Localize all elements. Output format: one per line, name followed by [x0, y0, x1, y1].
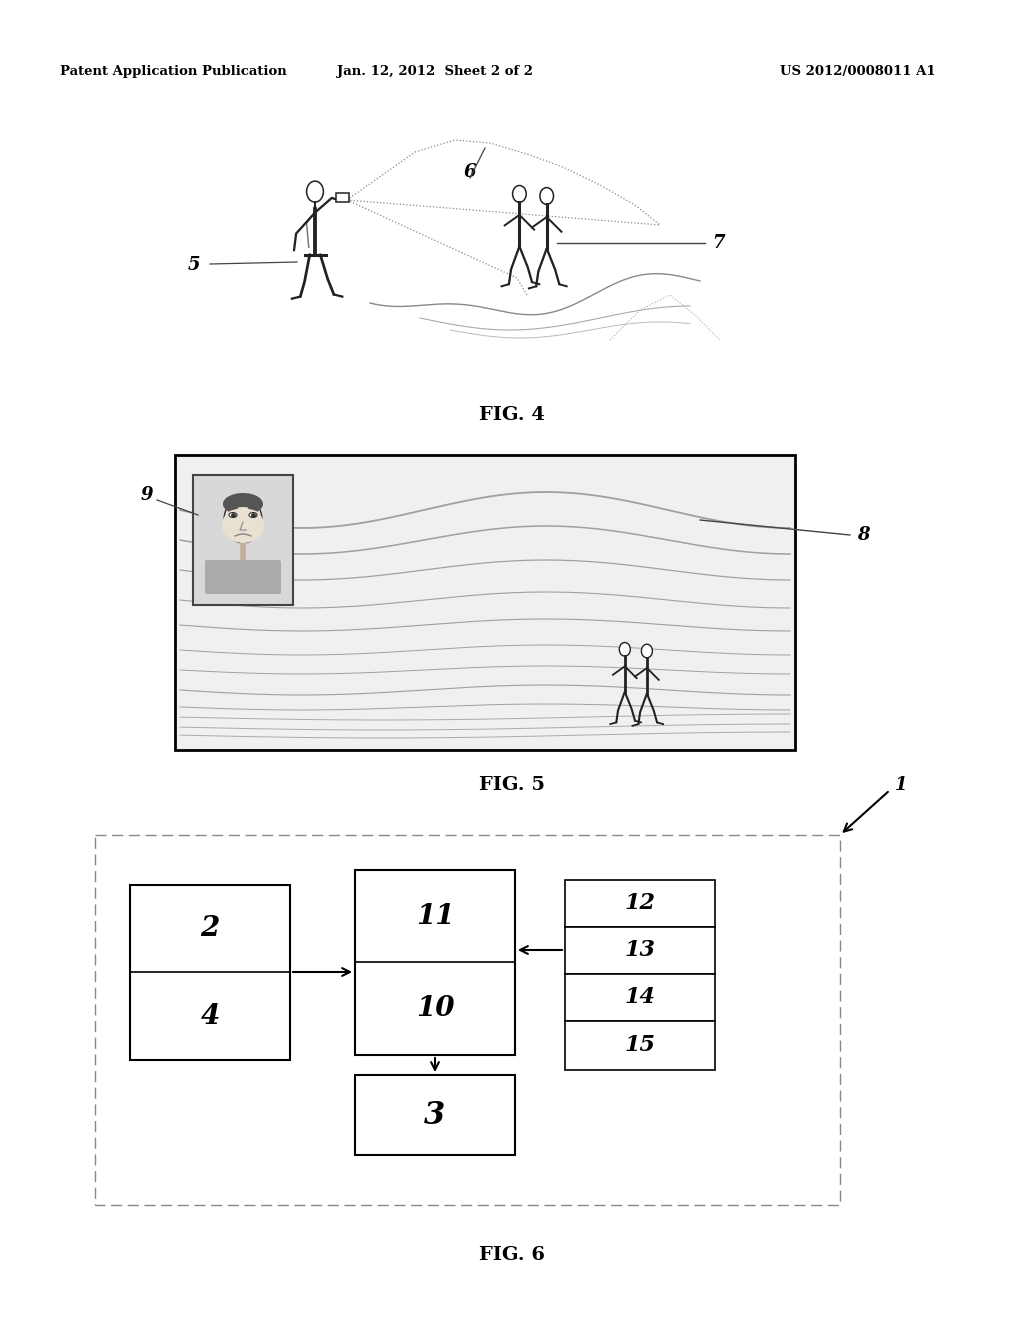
FancyBboxPatch shape	[205, 560, 281, 594]
Bar	[175, 455, 795, 750]
Bar	[565, 927, 715, 974]
Ellipse shape	[224, 498, 262, 543]
Text: 10: 10	[416, 994, 455, 1022]
Bar	[95, 836, 840, 1205]
Text: 12: 12	[625, 892, 655, 913]
Text: 7: 7	[712, 234, 725, 252]
Text: 8: 8	[857, 525, 869, 544]
Ellipse shape	[620, 643, 631, 656]
Text: 5: 5	[187, 256, 200, 275]
Bar	[565, 974, 715, 1020]
Text: 11: 11	[416, 903, 455, 929]
Text: 15: 15	[625, 1034, 655, 1056]
Text: US 2012/0008011 A1: US 2012/0008011 A1	[780, 66, 936, 78]
Bar	[130, 884, 290, 1060]
Text: 4: 4	[201, 1002, 219, 1030]
Text: 6: 6	[464, 162, 476, 181]
Text: 14: 14	[625, 986, 655, 1008]
Text: 9: 9	[140, 486, 153, 504]
Ellipse shape	[223, 492, 263, 515]
Ellipse shape	[306, 181, 324, 202]
Ellipse shape	[222, 507, 264, 543]
Ellipse shape	[513, 186, 526, 202]
Bar	[355, 870, 515, 1055]
Text: 2: 2	[201, 915, 219, 941]
Bar	[355, 1074, 515, 1155]
Text: 13: 13	[625, 939, 655, 961]
Text: Patent Application Publication: Patent Application Publication	[60, 66, 287, 78]
Bar	[336, 193, 348, 202]
Text: FIG. 5: FIG. 5	[479, 776, 545, 795]
Ellipse shape	[641, 644, 652, 657]
Bar	[193, 475, 293, 605]
Ellipse shape	[249, 512, 257, 517]
Text: 3: 3	[424, 1100, 445, 1130]
Bar	[565, 1020, 715, 1071]
Ellipse shape	[540, 187, 554, 205]
Text: Jan. 12, 2012  Sheet 2 of 2: Jan. 12, 2012 Sheet 2 of 2	[337, 66, 534, 78]
Text: FIG. 6: FIG. 6	[479, 1246, 545, 1265]
Ellipse shape	[229, 512, 237, 517]
Bar	[565, 880, 715, 927]
Text: 1: 1	[895, 776, 907, 795]
Text: FIG. 4: FIG. 4	[479, 407, 545, 424]
